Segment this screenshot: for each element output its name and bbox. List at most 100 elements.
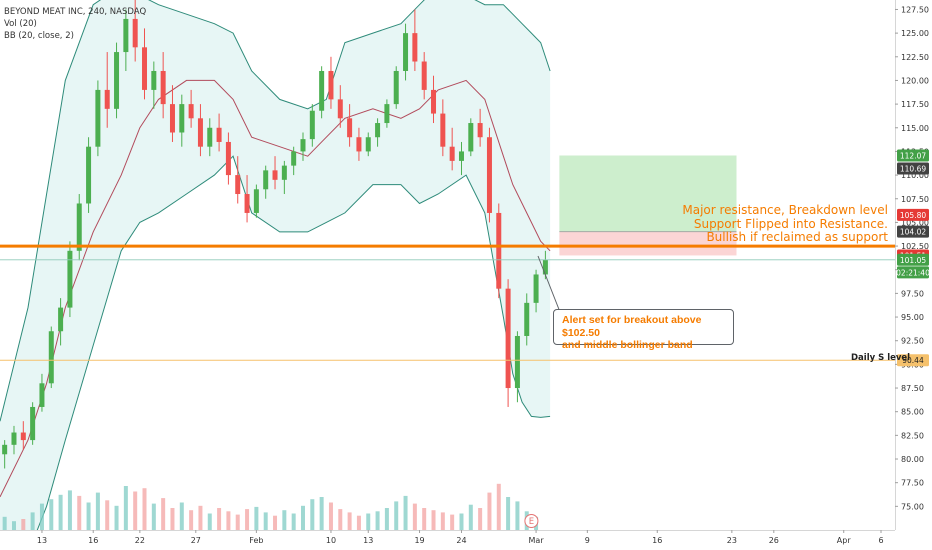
candle-body [533, 274, 539, 303]
time-tick-label: 13 [37, 536, 47, 545]
target-zone [559, 155, 737, 232]
candle-body [328, 70, 334, 100]
time-tick-label: 27 [191, 536, 201, 545]
volume-bar [440, 512, 445, 530]
volume-bar [291, 513, 296, 530]
price-tick-label: 102.50 [901, 242, 929, 251]
candle-body [403, 33, 409, 71]
candle-body [542, 259, 548, 275]
time-tick-label: 22 [135, 536, 145, 545]
volume-bar [226, 511, 231, 530]
volume-bar [375, 511, 380, 530]
candle-body [76, 203, 82, 251]
price-label-text: 110.69 [900, 165, 926, 174]
price-tick-label: 127.50 [901, 5, 929, 14]
price-label-badge [897, 354, 929, 367]
time-axis-bg [0, 530, 932, 550]
legend-symbol: BEYOND MEAT INC, 240, NASDAQ [4, 7, 147, 17]
price-label-text: 02:21:40 [896, 268, 930, 277]
candle-body [30, 406, 36, 441]
candle-body [393, 70, 399, 105]
price-tick-label: 82.50 [901, 431, 924, 440]
volume-bar [459, 513, 464, 530]
price-label-badge [897, 225, 929, 238]
volume-bar [77, 495, 82, 530]
volume-bar [189, 510, 194, 530]
price-label-badge [897, 149, 929, 162]
candle-body [347, 118, 353, 138]
candle-body [169, 104, 175, 133]
volume-bar [142, 488, 147, 530]
price-label-text: 101.05 [900, 256, 926, 265]
volume-bar [114, 505, 119, 530]
candle-body [477, 123, 483, 138]
volume-bar [347, 512, 352, 530]
time-tick-label: 24 [456, 536, 466, 545]
candle-body [309, 110, 315, 140]
candle-body [412, 33, 418, 62]
stop-zone [559, 231, 737, 256]
candle-body [86, 146, 92, 204]
candle-body [244, 194, 250, 213]
bollinger-upper-line [0, 0, 551, 422]
price-tick-label: 115.00 [901, 124, 929, 133]
earnings-marker-label: E [529, 517, 534, 527]
volume-bar [30, 512, 35, 530]
volume-bar [151, 503, 156, 530]
volume-bar [123, 486, 128, 530]
volume-bar [67, 490, 72, 530]
price-tick-label: 87.50 [901, 384, 924, 393]
price-tick-label: 120.00 [901, 76, 929, 85]
candle-body [20, 432, 26, 441]
candle-body [514, 335, 520, 389]
candle-body [188, 104, 194, 119]
time-tick-label: Apr [837, 536, 852, 545]
time-tick-label: 13 [363, 536, 373, 545]
candle-body [356, 137, 362, 152]
price-tick-label: 75.00 [901, 502, 924, 511]
candle-body [281, 165, 287, 180]
resistance-annotation: Major resistance, Breakdown level Suppor… [682, 203, 888, 245]
volume-bar [245, 509, 250, 530]
price-tick-label: 110.00 [901, 171, 929, 180]
volume-bar [496, 483, 501, 530]
time-tick-label: 26 [769, 536, 779, 545]
candle-body [151, 70, 157, 90]
price-tick-label: 80.00 [901, 455, 924, 464]
time-tick-label: Mar [529, 536, 545, 545]
candle-body [104, 89, 110, 109]
volume-bar [235, 514, 240, 530]
daily-support-label: Daily S level [851, 353, 911, 363]
volume-bar [487, 492, 492, 530]
volume-bar [86, 502, 91, 530]
candle-body [300, 139, 306, 152]
callout-line-1: Alert set for breakout above $102.50 [562, 314, 702, 339]
chart-legend: BEYOND MEAT INC, 240, NASDAQ Vol (20) BB… [4, 6, 146, 42]
volume-bar [478, 508, 483, 530]
time-tick-label: 16 [652, 536, 662, 545]
price-label-text: 112.07 [900, 151, 926, 160]
candle-body [421, 61, 427, 90]
volume-bar [133, 491, 138, 530]
annotation-line-2: Support Flipped into Resistance. [693, 216, 888, 231]
volume-bar [300, 505, 305, 530]
candle-body [458, 151, 464, 161]
price-label-badge [897, 162, 929, 175]
volume-bar [431, 510, 436, 530]
earnings-marker [524, 514, 539, 528]
candle-body [48, 331, 54, 384]
candle-body [431, 89, 437, 114]
candle-body [142, 47, 148, 90]
annotation-line-1: Major resistance, Breakdown level [682, 203, 888, 217]
volume-bar [506, 497, 511, 530]
candle-body [486, 137, 492, 213]
volume-bar [11, 521, 16, 530]
volume-bar [422, 508, 427, 530]
alert-callout: Alert set for breakout above $102.50 and… [553, 309, 734, 351]
legend-volume: Vol (20) [4, 19, 37, 29]
volume-bar [310, 499, 315, 530]
volume-bar [273, 515, 278, 530]
price-label-text: 104.02 [900, 228, 926, 237]
candle-body [253, 189, 259, 213]
